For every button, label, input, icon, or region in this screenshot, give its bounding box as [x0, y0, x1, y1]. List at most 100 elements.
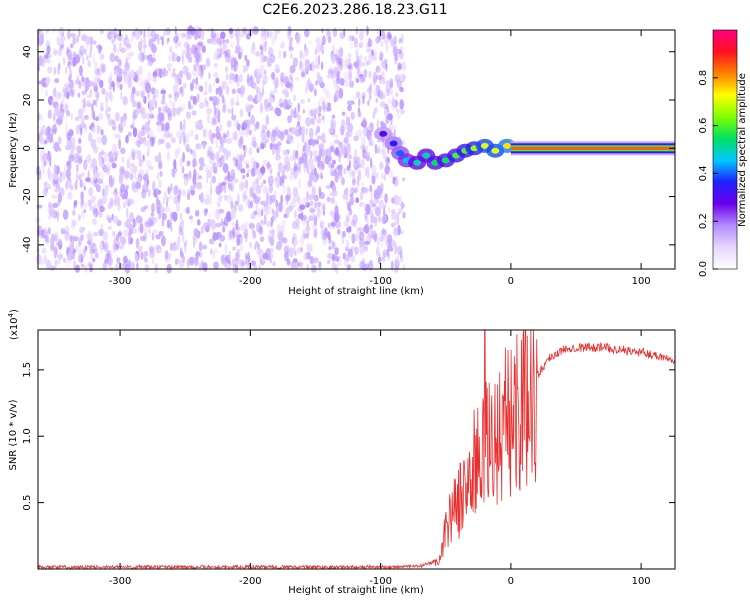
spectrogram-noise-cell	[338, 169, 342, 177]
spectrogram-noise-cell	[314, 48, 318, 56]
spectrogram-noise-cell	[131, 86, 136, 95]
spectrogram-carrier-band	[510, 146, 675, 150]
spectrogram-noise-cell	[189, 26, 196, 36]
spectrogram-noise-cell	[212, 250, 216, 259]
spectrogram-noise-cell	[113, 69, 119, 76]
spectrogram-noise-cell	[308, 83, 315, 92]
spectrogram-noise-cell	[293, 94, 297, 102]
spectrogram-noise-cell	[167, 196, 170, 202]
spectrogram-noise-cell	[218, 46, 222, 51]
spectrogram-noise-cell	[85, 100, 92, 108]
spectrogram-noise-cell	[401, 61, 407, 71]
spectrogram-noise-cell	[117, 204, 121, 212]
spectrogram-noise-cell	[358, 98, 361, 107]
spectrogram-noise-cell	[288, 247, 295, 258]
spectrogram-noise-cell	[202, 142, 206, 150]
spectrogram-noise-cell	[219, 48, 222, 58]
spectrogram-noise-cell	[296, 168, 302, 176]
spectrogram-noise-cell	[186, 27, 190, 36]
spectrogram-noise-cell	[364, 241, 370, 245]
spectrogram-noise-cell	[108, 164, 111, 170]
spectrogram-noise-cell	[90, 195, 96, 204]
spectrogram-noise-cell	[175, 107, 181, 116]
spectrogram-noise-cell	[155, 216, 158, 223]
spectrogram-noise-cell	[219, 138, 224, 149]
spectrogram-noise-cell	[195, 76, 198, 86]
spectrogram-noise-cell	[332, 159, 336, 165]
spectrogram-noise-cell	[164, 128, 170, 139]
spectrogram-noise-cell	[66, 46, 70, 54]
spectrogram-noise-cell	[348, 208, 353, 216]
spectrogram-noise-cell	[180, 32, 187, 38]
spectrogram-noise-cell	[347, 100, 353, 106]
spectrogram-noise-cell	[154, 100, 158, 109]
spectrogram-noise-cell	[348, 35, 353, 42]
spectrogram-noise-cell	[243, 132, 250, 137]
spectrogram-noise-cell	[68, 154, 74, 163]
spectrogram-noise-cell	[256, 93, 263, 104]
spectrogram-noise-cell	[186, 160, 191, 167]
spectrogram-noise-cell	[312, 150, 318, 157]
spectrogram-noise-cell	[98, 112, 104, 121]
x-tick-label: -300	[109, 576, 132, 587]
spectrogram-noise-cell	[375, 148, 380, 154]
spectrogram-noise-cell	[127, 69, 130, 76]
spectrogram-noise-cell	[387, 243, 393, 252]
spectrogram-noise-cell	[195, 143, 202, 150]
spectrogram-noise-cell	[215, 137, 219, 149]
spectrogram-noise-cell	[100, 101, 104, 110]
spectrogram-noise-cell	[72, 248, 77, 254]
spectrogram-noise-cell	[380, 234, 386, 239]
spectrogram-track	[374, 126, 516, 170]
spectrogram-noise-cell	[249, 200, 253, 209]
spectrogram-noise-cell	[370, 213, 375, 223]
spectrogram-noise-cell	[224, 66, 229, 73]
spectrogram-noise-cell	[263, 205, 270, 216]
spectrogram-noise-cell	[283, 50, 287, 59]
spectrogram-noise-cell	[399, 99, 405, 110]
spectrogram-noise-cell	[177, 146, 182, 154]
spectrogram-noise-cell	[217, 114, 221, 123]
spectrogram-noise-cell	[369, 224, 374, 230]
spectrogram-noise-cell	[313, 139, 319, 145]
snr-y-multiplier-close: )	[9, 309, 20, 313]
spectrogram-noise-cell	[79, 179, 83, 188]
spectrogram-noise-cell	[315, 80, 318, 86]
spectrogram-noise-cell	[384, 80, 391, 86]
snr-x-ticks: -300 -200 -100 0 100	[109, 330, 651, 587]
spectrogram-noise-cell	[311, 118, 316, 125]
spectrogram-noise-cell	[161, 97, 165, 103]
spectrogram-noise-cell	[89, 42, 93, 54]
spectrogram-noise-cell	[222, 225, 226, 233]
spectrogram-noise-cell	[348, 69, 353, 81]
spectrogram-noise-cell	[347, 53, 352, 58]
spectrogram-noise-cell	[354, 37, 358, 48]
spectrogram-noise-cell	[78, 28, 81, 37]
spectrogram-noise-cell	[159, 170, 163, 178]
spectrogram-noise-cell	[132, 127, 138, 138]
spectrogram-noise-cell	[159, 139, 165, 145]
spectrogram-noise-cell	[246, 105, 252, 113]
spectrogram-noise-cell	[164, 250, 169, 260]
spectrogram-noise-cell	[144, 112, 150, 120]
spectrogram-noise-cell	[339, 214, 342, 220]
spectrogram-noise-cell	[392, 46, 398, 57]
spectrogram-noise-cell	[77, 92, 81, 98]
spectrogram-noise-cell	[65, 67, 68, 74]
spectrogram-noise-cell	[88, 187, 93, 197]
spectrogram-noise-cell	[240, 242, 243, 252]
spectrogram-noise-cell	[238, 154, 244, 162]
spectrogram-track-core	[413, 159, 422, 166]
spectrogram-noise-cell	[212, 81, 216, 87]
spectrogram-noise-cell	[69, 234, 72, 243]
spectrogram-noise-cell	[317, 201, 322, 207]
spectrogram-noise-cell	[331, 163, 335, 169]
spectrogram-noise-cell	[169, 221, 172, 230]
spectrogram-noise-cell	[72, 154, 77, 163]
spectrogram-noise-cell	[65, 257, 72, 266]
spectrogram-noise-cell	[92, 218, 97, 226]
spectrogram-noise-cell	[135, 140, 139, 146]
spectrogram-noise-cell	[85, 39, 89, 50]
spectrogram-noise-cell	[131, 100, 137, 108]
spectrogram-noise-cell	[168, 67, 171, 72]
